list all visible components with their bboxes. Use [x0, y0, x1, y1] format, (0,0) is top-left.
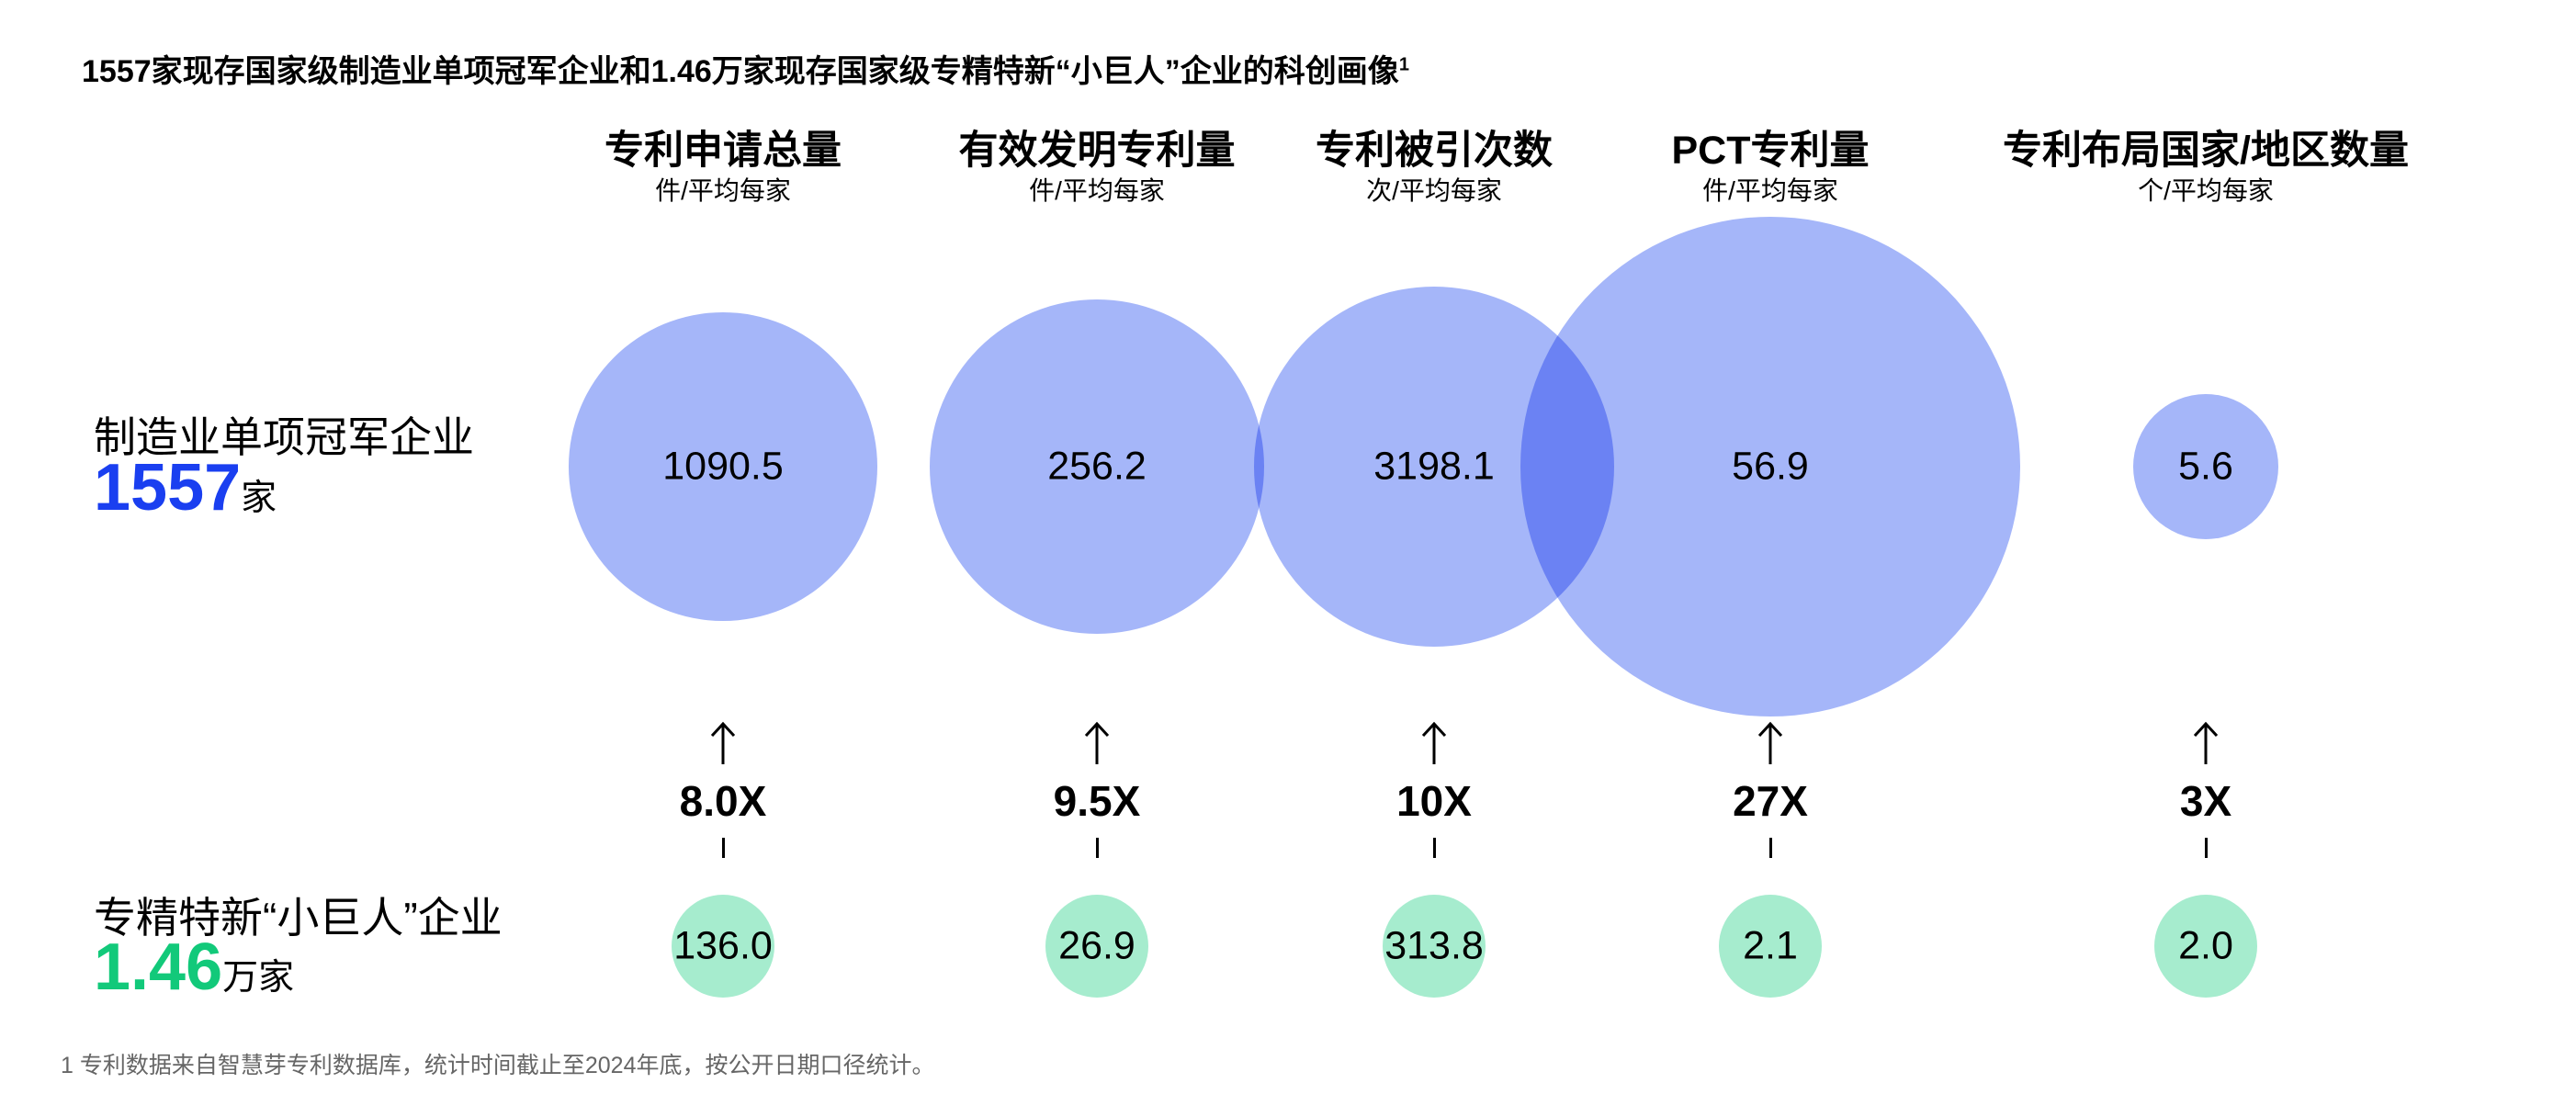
- metric-unit: 件/平均每家: [655, 176, 791, 205]
- up-arrow-icon: [709, 720, 737, 771]
- champion-value: 5.6: [2178, 444, 2233, 489]
- little-giant-count-value: 1.46: [94, 931, 223, 1004]
- divider-tick: [2205, 838, 2208, 858]
- champion-value: 3198.1: [1373, 444, 1495, 489]
- little-giant-value: 313.8: [1384, 923, 1484, 968]
- little-giant-count: 1.46万家: [94, 930, 294, 1005]
- little-giant-bubble: [2154, 895, 2257, 998]
- champion-count-value: 1557: [94, 451, 242, 525]
- little-giant-value: 26.9: [1058, 923, 1135, 968]
- champion-bubble: [2133, 394, 2278, 539]
- champion-value: 256.2: [1047, 444, 1147, 489]
- divider-tick: [722, 838, 725, 858]
- footnote: 1 专利数据来自智慧芽专利数据库，统计时间截止至2024年底，按公开日期口径统计…: [61, 1053, 935, 1078]
- little-giant-value: 2.1: [1743, 923, 1798, 968]
- metric-title: 专利被引次数: [1316, 129, 1553, 173]
- multiplier: 9.5X: [1053, 777, 1141, 825]
- metric-unit: 件/平均每家: [1029, 176, 1165, 205]
- multiplier: 3X: [2179, 777, 2232, 825]
- little-giant-bubble: [1383, 895, 1486, 998]
- little-giant-label: 专精特新“小巨人”企业: [94, 894, 503, 942]
- title-text: 1557家现存国家级制造业单项冠军企业和1.46万家现存国家级专精特新“小巨人”…: [82, 54, 1399, 89]
- title-footnote-mark: 1: [1398, 54, 1409, 75]
- champion-value: 1090.5: [662, 444, 784, 489]
- metric-title: 专利申请总量: [604, 129, 842, 173]
- column-header: 专利被引次数次/平均每家: [1316, 127, 1553, 208]
- column-header: PCT专利量件/平均每家: [1672, 127, 1870, 208]
- little-giant-count-unit: 万家: [222, 958, 295, 998]
- champion-bubble: [930, 299, 1264, 634]
- divider-tick: [1096, 838, 1099, 858]
- little-giant-bubble: [1719, 895, 1822, 998]
- up-arrow-icon: [1757, 720, 1784, 771]
- champion-count: 1557家: [94, 450, 277, 525]
- champion-bubble: [569, 312, 877, 621]
- divider-tick: [1433, 838, 1436, 858]
- column-header: 有效发明专利量件/平均每家: [959, 127, 1236, 208]
- up-arrow-icon: [2192, 720, 2220, 771]
- metric-title: 专利布局国家/地区数量: [2003, 129, 2409, 173]
- page-title: 1557家现存国家级制造业单项冠军企业和1.46万家现存国家级专精特新“小巨人”…: [82, 46, 1409, 91]
- little-giant-value: 2.0: [2178, 923, 2233, 968]
- little-giant-bubble: [672, 895, 774, 998]
- champion-count-unit: 家: [241, 479, 277, 518]
- multiplier: 8.0X: [679, 777, 767, 825]
- little-giant-value: 136.0: [673, 923, 773, 968]
- champion-value: 56.9: [1732, 444, 1809, 489]
- up-arrow-icon: [1083, 720, 1111, 771]
- multiplier: 10X: [1396, 777, 1472, 825]
- metric-unit: 件/平均每家: [1702, 176, 1838, 205]
- multiplier: 27X: [1733, 777, 1808, 825]
- champion-bubble: [1520, 217, 2020, 716]
- champion-label: 制造业单项冠军企业: [94, 413, 474, 461]
- up-arrow-icon: [1420, 720, 1448, 771]
- metric-unit: 个/平均每家: [2138, 176, 2274, 205]
- metric-title: PCT专利量: [1671, 129, 1870, 173]
- column-header: 专利申请总量件/平均每家: [604, 127, 842, 208]
- metric-title: 有效发明专利量: [958, 129, 1236, 173]
- little-giant-bubble: [1045, 895, 1148, 998]
- divider-tick: [1769, 838, 1772, 858]
- metric-unit: 次/平均每家: [1366, 176, 1502, 205]
- column-header: 专利布局国家/地区数量个/平均每家: [2003, 127, 2409, 208]
